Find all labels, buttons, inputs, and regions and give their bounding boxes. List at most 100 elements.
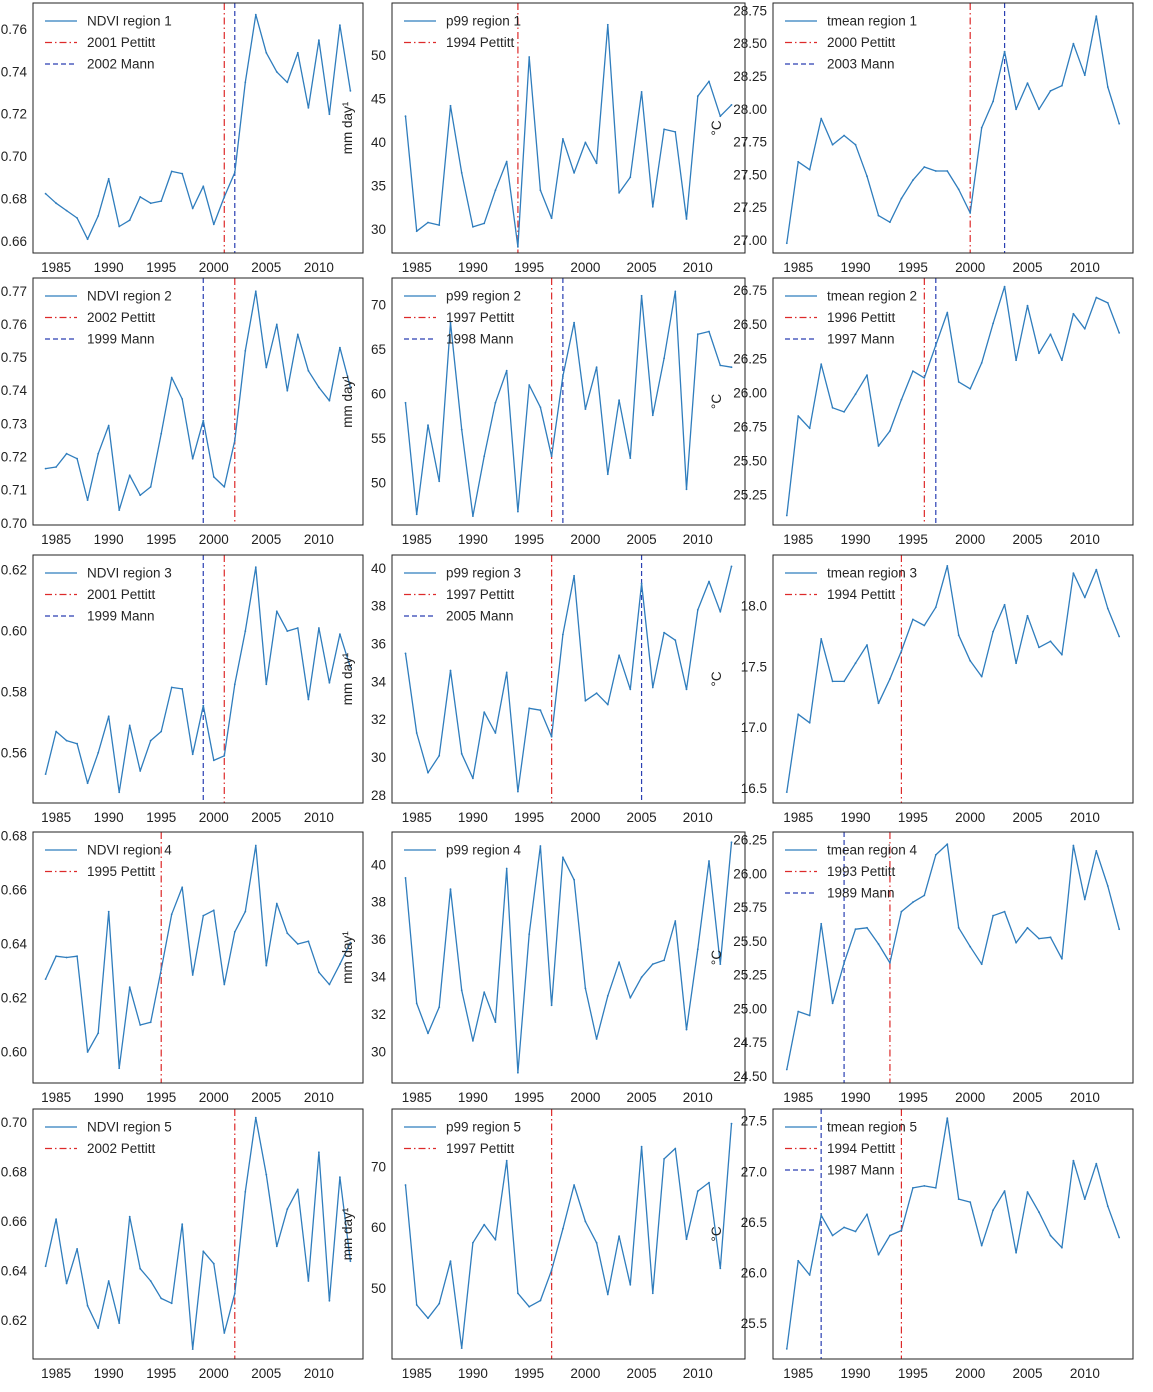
legend-entry-label: 1987 Mann	[827, 1163, 895, 1178]
legend-entry-label: 2000 Pettitt	[827, 35, 896, 50]
plot-frame	[391, 2, 746, 254]
y-tick-label: 28	[371, 788, 386, 803]
data-point	[550, 1269, 553, 1272]
plot-frame	[391, 277, 746, 526]
data-point	[160, 968, 163, 971]
data-point	[573, 1184, 575, 1186]
data-point	[957, 1198, 960, 1200]
data-point	[339, 1176, 341, 1178]
data-point	[1095, 850, 1098, 852]
data-point	[820, 1214, 823, 1217]
chart-panel-15: 1985 1990 1995 2000 2005 2010 25.5 26.0 26.5 27.0…	[709, 1108, 1134, 1381]
data-point	[629, 176, 632, 179]
data-point	[854, 143, 857, 146]
x-tick-label: 2005	[627, 810, 657, 825]
data-point	[483, 222, 486, 225]
y-tick-label: 0.60	[1, 1044, 27, 1059]
x-tick-label: 1985	[783, 1366, 813, 1381]
data-point	[349, 90, 352, 92]
data-point	[934, 606, 937, 609]
plot-frame	[32, 831, 364, 1084]
x-tick-label: 2010	[1070, 532, 1100, 547]
data-point	[181, 172, 184, 175]
legend-entry-label: 1999 Mann	[87, 332, 155, 347]
data-point	[1106, 607, 1109, 610]
data-point	[118, 225, 121, 228]
data-point	[934, 344, 937, 347]
data-point	[957, 634, 960, 637]
data-point	[912, 370, 914, 372]
y-axis-label: °C	[709, 950, 724, 965]
data-point	[55, 1218, 57, 1220]
data-point	[1118, 332, 1121, 334]
data-point	[483, 991, 486, 994]
y-tick-label: 16.5	[741, 781, 767, 796]
y-tick-label: 38	[371, 599, 386, 614]
data-point	[296, 627, 299, 629]
data-point	[957, 381, 960, 383]
data-point	[296, 333, 299, 336]
data-point	[969, 387, 972, 390]
data-point	[1061, 653, 1063, 656]
data-point	[254, 566, 257, 569]
x-tick-label: 1990	[94, 532, 124, 547]
x-tick-label: 2005	[251, 532, 281, 547]
data-point	[307, 369, 310, 372]
data-point	[820, 922, 823, 925]
x-tick-label: 1990	[458, 532, 488, 547]
data-point	[980, 1244, 983, 1247]
data-point	[149, 202, 152, 205]
data-point	[1118, 1236, 1121, 1239]
data-point	[223, 486, 226, 488]
y-axis-label: °C	[709, 1226, 724, 1241]
x-tick-label: 2005	[1012, 1090, 1042, 1105]
data-point	[708, 1181, 710, 1184]
data-point	[517, 790, 519, 793]
y-tick-label: 27.50	[733, 167, 767, 182]
series-line	[44, 566, 352, 793]
data-point	[483, 711, 486, 713]
data-point	[349, 386, 352, 389]
data-point	[912, 1187, 914, 1189]
data-point	[212, 223, 215, 226]
data-point	[55, 202, 57, 205]
data-point	[339, 963, 341, 966]
data-point	[1015, 108, 1017, 111]
data-point	[107, 424, 110, 427]
data-point	[65, 452, 68, 455]
data-point	[244, 910, 247, 913]
y-tick-label: 30	[371, 222, 386, 237]
data-point	[562, 1227, 564, 1230]
x-tick-label: 1985	[402, 810, 432, 825]
data-point	[992, 100, 994, 103]
data-point	[76, 217, 78, 219]
data-point	[797, 1259, 800, 1262]
legend-entry-label: tmean region 1	[827, 14, 917, 29]
data-point	[1095, 1162, 1098, 1165]
plot-frame	[772, 277, 1134, 526]
x-tick-label: 2005	[251, 1366, 281, 1381]
data-point	[1038, 937, 1040, 940]
data-point	[233, 683, 236, 686]
y-tick-label: 36	[371, 636, 386, 651]
data-point	[233, 931, 236, 933]
x-tick-label: 2005	[251, 260, 281, 275]
chart-panel-10: 1985 1990 1995 2000 2005 2010 0.60 0.62 0.64 0.66…	[1, 829, 364, 1105]
data-point	[349, 1260, 352, 1263]
data-point	[1003, 910, 1006, 913]
chart-panel-12: 1985 1990 1995 2000 2005 2010 24.50 24.75 25.00 2…	[709, 831, 1134, 1105]
legend-entry-label: 1996 Pettitt	[827, 310, 896, 325]
series-line	[404, 842, 733, 1074]
data-point	[980, 675, 983, 678]
x-tick-label: 2010	[683, 810, 713, 825]
y-tick-label: 0.66	[1, 1214, 27, 1229]
data-point	[86, 1304, 89, 1307]
data-point	[730, 1122, 733, 1125]
data-point	[969, 659, 972, 662]
chart-panel-8: 1985 1990 1995 2000 2005 2010 28 30 32 34 36 38 40 mm…	[340, 554, 746, 825]
data-point	[866, 175, 868, 178]
x-tick-label: 2000	[199, 532, 229, 547]
data-point	[1049, 1234, 1052, 1237]
data-point	[449, 104, 452, 107]
legend-entry-label: p99 region 5	[446, 1120, 521, 1135]
